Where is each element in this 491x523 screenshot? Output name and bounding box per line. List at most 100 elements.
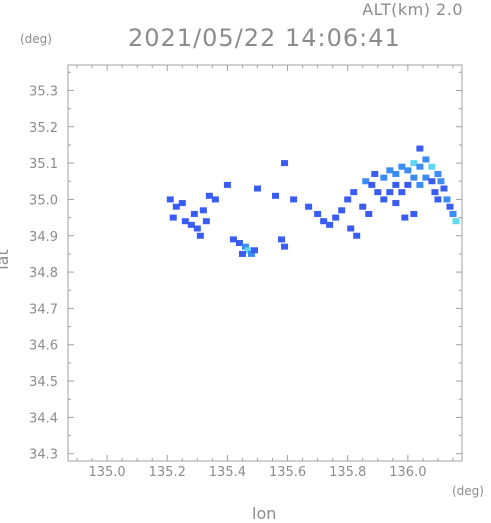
x-tick-label: 135.8	[329, 465, 366, 480]
echo-cell	[305, 203, 313, 210]
x-tick-label: 135.0	[88, 465, 125, 480]
x-unit-label: (deg)	[452, 484, 484, 498]
y-tick-label: 35.3	[29, 84, 58, 99]
echo-cell	[374, 189, 382, 196]
echo-cell	[416, 163, 424, 170]
echo-cell	[410, 210, 418, 217]
tick-labels: 135.0 135.2 135.4 135.6 135.8 136.0 34.3 34.4 34…	[29, 84, 426, 480]
echo-cell	[410, 174, 418, 181]
echo-cell	[449, 210, 457, 217]
echo-cell	[398, 189, 406, 196]
echo-cell	[244, 247, 252, 254]
y-unit-label: (deg)	[20, 32, 52, 46]
echo-cell	[365, 210, 373, 217]
echo-cell	[247, 250, 255, 257]
echo-cell	[338, 207, 346, 214]
echo-cell	[392, 170, 400, 177]
echo-cell	[202, 218, 210, 225]
echo-cell	[416, 181, 424, 188]
echo-cell	[223, 181, 231, 188]
echo-cell	[431, 189, 439, 196]
y-tick-label: 34.6	[29, 339, 58, 354]
x-axis-label: lon	[252, 504, 277, 523]
y-tick-label: 35.0	[29, 193, 58, 208]
echo-cell	[290, 196, 298, 203]
echo-cell	[380, 196, 388, 203]
timestamp-title: 2021/05/22 14:06:41	[128, 24, 401, 52]
echo-cell	[235, 240, 243, 247]
echo-cell	[437, 178, 445, 185]
echo-cell	[205, 192, 213, 199]
echo-cell	[278, 236, 286, 243]
echo-cell	[380, 174, 388, 181]
echo-cell	[398, 163, 406, 170]
echo-cell	[443, 196, 451, 203]
echo-cell	[281, 160, 289, 167]
echo-cell	[371, 170, 379, 177]
echo-cell	[172, 203, 180, 210]
y-tick-label: 35.1	[29, 157, 58, 172]
altitude-label: ALT(km) 2.0	[362, 0, 463, 19]
echo-cell	[404, 167, 412, 174]
echo-cell	[196, 232, 204, 239]
y-tick-label: 34.4	[29, 411, 58, 426]
echo-cell	[428, 163, 436, 170]
y-tick-label: 34.5	[29, 375, 58, 390]
echo-cell	[434, 170, 442, 177]
echo-cell	[178, 200, 186, 207]
echo-cell	[359, 203, 367, 210]
echo-cell	[190, 210, 198, 217]
echo-cell	[272, 192, 280, 199]
echo-cell	[368, 181, 376, 188]
y-tick-label: 34.3	[29, 448, 58, 463]
y-tick-label: 34.7	[29, 302, 58, 317]
echo-cell	[392, 200, 400, 207]
echo-cell	[281, 243, 289, 250]
echo-cell	[353, 232, 361, 239]
echo-cell	[404, 181, 412, 188]
echo-cell	[250, 247, 258, 254]
echo-cell	[386, 167, 394, 174]
echo-cell	[241, 243, 249, 250]
x-tick-label: 135.6	[269, 465, 306, 480]
echo-cell	[166, 196, 174, 203]
echo-cell	[238, 250, 246, 257]
echo-cell	[440, 185, 448, 192]
y-tick-label: 34.9	[29, 230, 58, 245]
tick-marks	[68, 65, 462, 461]
echo-cell	[362, 178, 370, 185]
echo-cell	[169, 214, 177, 221]
echo-cell	[347, 225, 355, 232]
echo-cell	[410, 160, 418, 167]
echo-cell	[229, 236, 237, 243]
echo-cell	[211, 196, 219, 203]
echo-cell	[392, 181, 400, 188]
x-tick-label: 135.4	[209, 465, 246, 480]
echo-cell	[344, 196, 352, 203]
plot-frame	[67, 64, 463, 462]
echo-cell	[416, 145, 424, 152]
echo-cells	[166, 145, 460, 257]
echo-cell	[422, 156, 430, 163]
echo-cell	[199, 207, 207, 214]
echo-cell	[401, 214, 409, 221]
echo-cell	[386, 189, 394, 196]
echo-cell	[452, 218, 460, 225]
echo-cell	[332, 214, 340, 221]
y-tick-label: 35.2	[29, 121, 58, 136]
x-tick-label: 136.0	[389, 465, 426, 480]
echo-cell	[253, 185, 261, 192]
echo-cell	[181, 218, 189, 225]
echo-cell	[326, 221, 334, 228]
echo-cell	[187, 221, 195, 228]
echo-cell	[422, 174, 430, 181]
echo-cell	[434, 196, 442, 203]
echo-cell	[350, 189, 358, 196]
y-tick-label: 34.8	[29, 266, 58, 281]
echo-cell	[428, 178, 436, 185]
echo-cell	[446, 203, 454, 210]
echo-cell	[320, 218, 328, 225]
echo-cell	[193, 225, 201, 232]
echo-cell	[314, 210, 322, 217]
